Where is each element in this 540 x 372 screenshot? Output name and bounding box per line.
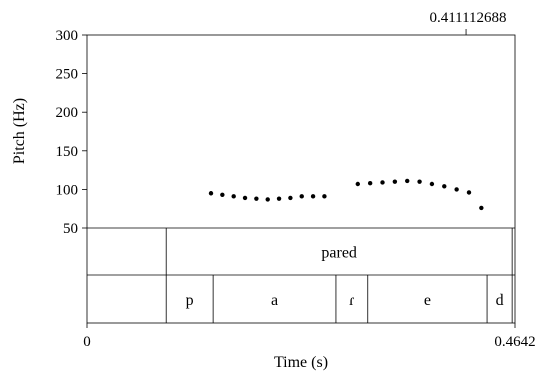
y-tick-label: 200 <box>56 105 79 121</box>
pitch-point <box>208 191 214 196</box>
x-axis: 0 0.4642 Time (s) <box>83 323 536 371</box>
phone-interval-label: ɾ <box>349 292 354 309</box>
pitch-point <box>265 197 270 202</box>
y-tick-label: 300 <box>56 28 79 44</box>
pitch-point <box>242 195 248 201</box>
pitch-point <box>322 194 327 199</box>
x-tick-label-start: 0 <box>83 334 91 350</box>
pitch-point <box>220 192 225 198</box>
y-axis-title: Pitch (Hz) <box>11 98 28 164</box>
annotation-tiers: pared p a ɾ e d <box>165 228 513 323</box>
pitch-point <box>231 194 236 199</box>
pitch-point <box>392 179 398 184</box>
pitch-point <box>254 196 259 201</box>
y-tick-label: 250 <box>56 67 79 83</box>
pitch-point <box>367 181 373 186</box>
pitch-point <box>355 181 360 187</box>
cursor-time-label: 0.411112688 <box>429 10 506 26</box>
x-axis-title: Time (s) <box>274 354 328 371</box>
phone-interval-label: d <box>496 292 504 309</box>
pitch-point <box>442 184 447 189</box>
pitch-point <box>405 178 410 184</box>
plot-frame <box>86 34 516 324</box>
pitch-point <box>479 205 484 211</box>
pitch-point <box>299 194 304 199</box>
x-tick-label-end: 0.4642 <box>494 334 535 350</box>
word-interval-label: pared <box>321 245 357 262</box>
plot-border <box>86 34 516 324</box>
pitch-point <box>454 187 459 192</box>
pitch-point <box>310 194 316 199</box>
pitch-point <box>276 196 282 201</box>
y-tick-label: 50 <box>63 221 78 237</box>
time-cursor: 0.411112688 <box>429 10 507 35</box>
y-tick-label: 150 <box>56 144 79 160</box>
phone-interval-label: a <box>271 292 278 309</box>
pitch-points <box>208 178 484 211</box>
pitch-point <box>466 190 472 195</box>
y-axis: 50 100 150 200 250 300 <box>56 28 87 237</box>
phone-interval-label: p <box>186 292 194 309</box>
y-tick-label: 100 <box>56 182 79 198</box>
pitch-point <box>429 181 435 187</box>
pitch-point <box>417 179 422 184</box>
pitch-point <box>288 195 293 201</box>
pitch-point <box>380 180 385 185</box>
phone-interval-label: e <box>424 292 431 309</box>
